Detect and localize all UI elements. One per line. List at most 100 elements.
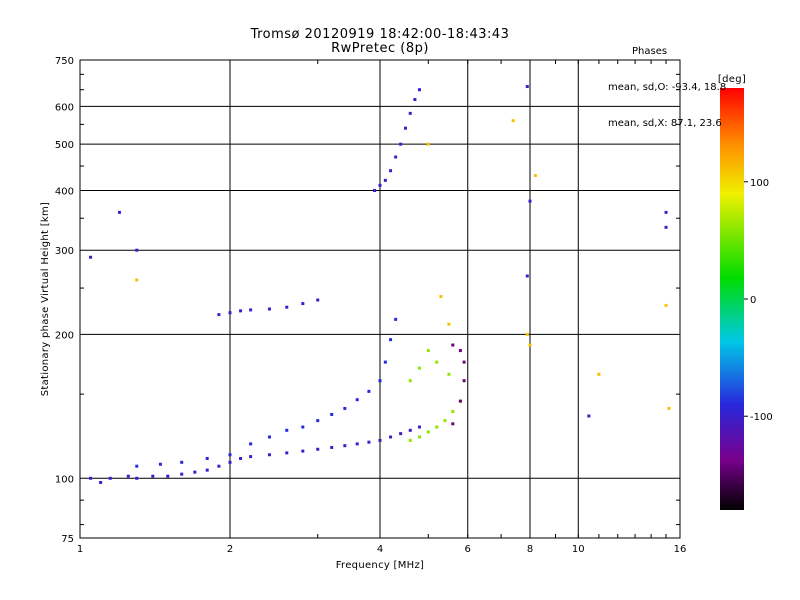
data-point [217,313,221,317]
data-point [285,451,289,455]
data-point [426,349,430,353]
data-point [267,453,271,457]
data-point [151,474,155,478]
data-point [525,332,529,336]
data-point [447,322,451,326]
data-point [451,343,455,347]
y-tick-label: 500 [55,140,74,151]
data-point [528,199,532,203]
data-point [108,476,112,480]
data-point [301,425,305,429]
x-tick-label: 2 [227,544,233,555]
data-point [228,460,232,464]
data-point [399,432,403,436]
data-point [443,419,447,423]
data-point [285,305,289,309]
data-point [378,379,382,383]
data-point [458,399,462,403]
chart-title: Tromsø 20120919 18:42:00-18:43:43 [250,27,510,42]
data-point [389,435,393,439]
data-point [403,126,407,130]
data-point [330,445,334,449]
data-point [267,435,271,439]
colorbar-tick-label: 100 [750,178,769,189]
data-point [451,409,455,413]
data-point [249,308,253,312]
data-point [413,98,417,102]
colorbar-tick-label: 0 [750,295,756,306]
data-point [378,183,382,187]
data-point [355,398,359,402]
data-point [117,210,121,214]
data-point [458,349,462,353]
data-point [373,188,377,192]
data-point [426,142,430,146]
data-point [135,278,139,282]
y-tick-label: 750 [55,56,74,67]
data-point [447,372,451,376]
data-point [417,425,421,429]
data-point [89,255,93,259]
data-point [99,480,103,484]
data-point [394,317,398,321]
data-point [239,456,243,460]
data-point [285,428,289,432]
data-point [417,366,421,370]
data-point [528,343,532,347]
data-point [343,444,347,448]
data-point [533,173,537,177]
data-point [383,178,387,182]
data-point [417,435,421,439]
data-point [217,464,221,468]
data-point [597,372,601,376]
data-point [135,248,139,252]
y-tick-label: 100 [55,474,74,485]
data-point [525,274,529,278]
y-tick-label: 300 [55,246,74,257]
data-point [378,438,382,442]
phases-box: Phases mean, sd,O: -93.4, 18.8 mean, sd,… [608,22,748,142]
x-tick-label: 16 [674,544,687,555]
chart-subtitle: RwPretec (8p) [331,41,429,56]
colorbar-label: [deg] [718,74,746,85]
y-axis-label: Stationary phase Virtual Height [km] [40,202,51,396]
data-point [399,142,403,146]
data-point [426,430,430,434]
data-point [408,111,412,115]
data-point [367,389,371,393]
data-point [193,470,197,474]
x-tick-label: 6 [465,544,471,555]
colorbar-tick-label: -100 [750,412,773,423]
data-point [166,474,170,478]
data-point [126,474,130,478]
data-point [205,456,209,460]
data-point [383,360,387,364]
y-tick-label: 600 [55,102,74,113]
data-point [394,155,398,159]
data-point [462,360,466,364]
x-tick-label: 1 [77,544,83,555]
phases-x-stats: mean, sd,X: 87.1, 23.6 [608,118,722,129]
data-point [316,298,320,302]
data-point [664,210,668,214]
data-point [343,406,347,410]
data-point [408,438,412,442]
data-point [135,464,139,468]
data-point [249,442,253,446]
x-axis-label: Frequency [MHz] [336,560,425,571]
data-point [417,88,421,92]
data-point [389,338,393,342]
data-point [228,453,232,457]
x-tick-label: 4 [377,544,383,555]
data-point [330,412,334,416]
data-point [316,419,320,423]
y-tick-label: 400 [55,186,74,197]
data-point [89,476,93,480]
data-point [587,414,591,418]
data-point [316,447,320,451]
data-point [664,225,668,229]
y-tick-label: 200 [55,330,74,341]
data-point [355,442,359,446]
data-point [367,440,371,444]
data-point [180,472,184,476]
